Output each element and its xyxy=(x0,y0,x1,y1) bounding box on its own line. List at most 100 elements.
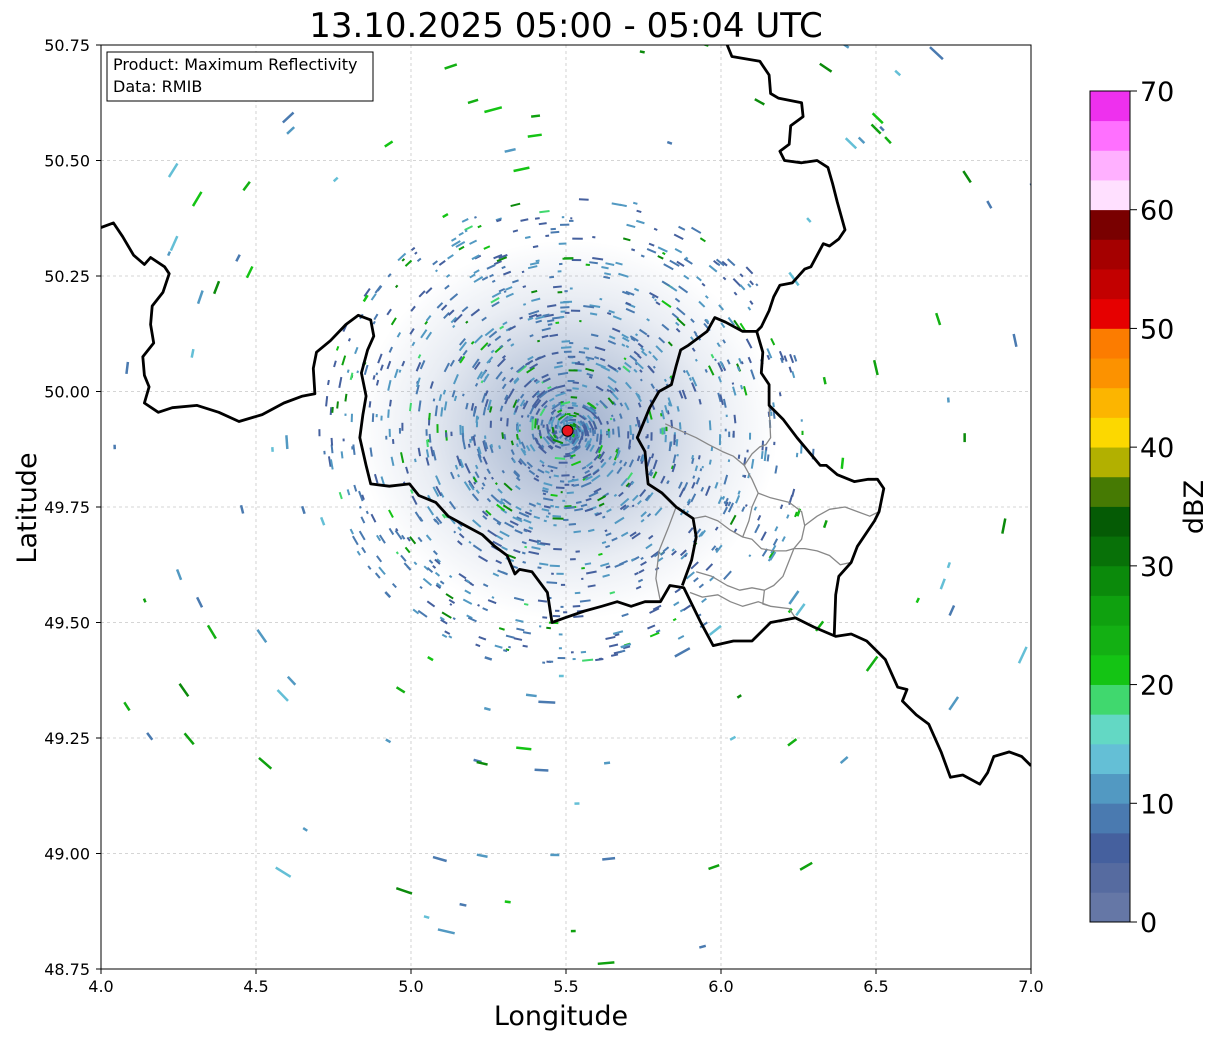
echo-speckle xyxy=(561,216,565,219)
echo-speckle xyxy=(726,258,736,267)
echo-speckle xyxy=(879,125,885,132)
echo-speckle xyxy=(484,390,489,397)
echo-speckle xyxy=(482,456,488,465)
echo-speckle xyxy=(674,647,691,658)
echo-speckle xyxy=(593,454,600,461)
echo-speckle xyxy=(178,683,190,697)
echo-speckle xyxy=(575,500,582,504)
echo-speckle xyxy=(516,398,520,403)
y-tick-label: 50.25 xyxy=(44,267,90,286)
echo-speckle xyxy=(487,399,492,411)
echo-speckle xyxy=(595,433,599,442)
echo-speckle xyxy=(535,408,541,416)
echo-speckle xyxy=(213,280,221,295)
echo-speckle xyxy=(610,414,614,418)
echo-speckle xyxy=(682,604,692,611)
echo-speckle xyxy=(527,317,534,321)
echo-speckle xyxy=(608,643,619,648)
echo-speckle xyxy=(516,364,526,373)
echo-speckle xyxy=(478,635,487,641)
echo-speckle xyxy=(704,368,708,373)
echo-speckle xyxy=(541,334,549,339)
echo-speckle xyxy=(498,253,508,260)
echo-speckle xyxy=(638,569,645,574)
echo-speckle xyxy=(578,414,587,421)
echo-speckle xyxy=(614,633,620,637)
echo-speckle xyxy=(693,577,699,583)
echo-speckle xyxy=(330,437,334,446)
echo-speckle xyxy=(462,393,465,397)
echo-speckle xyxy=(768,549,775,559)
echo-speckle xyxy=(449,603,453,606)
echo-speckle xyxy=(723,474,729,485)
echo-speckle xyxy=(806,217,812,223)
echo-speckle xyxy=(822,376,827,385)
echo-speckle xyxy=(588,420,595,431)
echo-speckle xyxy=(559,407,563,410)
echo-speckle xyxy=(495,559,502,565)
echo-speckle xyxy=(418,290,426,298)
echo-speckle xyxy=(761,548,769,557)
echo-speckle xyxy=(594,346,606,352)
echo-speckle xyxy=(329,407,333,416)
echo-speckle xyxy=(724,428,727,432)
echo-speckle xyxy=(395,887,413,895)
echo-speckle xyxy=(601,462,606,467)
echo-speckle xyxy=(585,422,591,431)
echo-speckle xyxy=(558,674,564,678)
echo-speckle xyxy=(489,444,494,454)
echo-speckle xyxy=(574,591,581,595)
echo-speckle xyxy=(503,649,508,653)
echo-speckle xyxy=(467,480,475,489)
echo-speckle xyxy=(566,412,571,416)
echo-speckle xyxy=(595,402,599,407)
echo-speckle xyxy=(612,315,622,321)
echo-speckle xyxy=(650,453,655,459)
echo-speckle xyxy=(748,432,752,440)
echo-speckle xyxy=(85,305,90,315)
echo-speckle xyxy=(565,419,568,423)
echo-speckle xyxy=(579,320,582,323)
echo-speckle xyxy=(611,537,618,542)
echo-speckle xyxy=(551,412,555,416)
x-tick-label: 6.0 xyxy=(708,977,733,996)
echo-speckle xyxy=(481,486,485,490)
echo-speckle xyxy=(569,287,573,290)
echo-speckle xyxy=(347,337,351,342)
echo-speckle xyxy=(523,303,527,306)
echo-speckle xyxy=(329,459,334,470)
echo-speckle xyxy=(504,396,510,405)
echo-speckle xyxy=(432,565,437,569)
echo-speckle xyxy=(747,356,752,364)
echo-speckle xyxy=(946,561,951,569)
echo-speckle xyxy=(543,505,551,509)
echo-speckle xyxy=(484,435,487,439)
echo-speckle xyxy=(485,509,492,516)
echo-speckle xyxy=(411,341,416,347)
echo-speckle xyxy=(444,63,458,70)
echo-speckle xyxy=(533,515,541,520)
echo-speckle xyxy=(498,287,506,293)
echo-speckle xyxy=(586,461,593,468)
echo-speckle xyxy=(504,147,516,153)
echo-speckle xyxy=(401,258,406,262)
echo-speckle xyxy=(510,366,514,370)
echo-speckle xyxy=(597,961,615,966)
echo-speckle xyxy=(634,571,639,576)
echo-speckle xyxy=(794,511,798,518)
echo-speckle xyxy=(622,504,630,511)
echo-speckle xyxy=(743,474,747,479)
echo-speckle xyxy=(570,396,578,399)
echo-speckle xyxy=(634,333,639,337)
echo-speckle xyxy=(562,257,573,260)
echo-speckle xyxy=(517,365,527,374)
echo-speckle xyxy=(619,402,624,407)
echo-speckle xyxy=(494,482,498,486)
echo-speckle xyxy=(531,546,541,551)
echo-speckle xyxy=(378,566,386,575)
echo-speckle xyxy=(588,465,594,470)
echo-speckle xyxy=(672,617,677,622)
echo-speckle xyxy=(708,420,712,431)
echo-speckle xyxy=(661,251,666,256)
echo-speckle xyxy=(569,456,574,459)
